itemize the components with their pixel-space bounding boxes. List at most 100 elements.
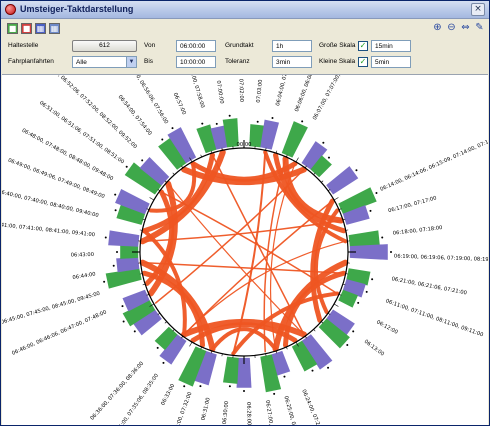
chevron-down-icon[interactable]: ▼ xyxy=(126,57,136,67)
bar-marker xyxy=(216,123,218,125)
grosse-skala-input[interactable]: 15min xyxy=(371,40,411,52)
takt-diagram: 00:00 06:14:00, 06:14:06, 06:15:09, 07:14… xyxy=(2,75,488,425)
window-title: Umsteiger-Taktdarstellung xyxy=(20,4,133,14)
bar-marker xyxy=(162,362,164,364)
bar-marker xyxy=(243,390,245,392)
time-label-bottom: 06:24:00, 07:24:00, 08:24:00, 09:24:00 xyxy=(300,389,345,425)
time-label-left: 06:48:00, 07:48:00, 08:48:00, 09:48:00 xyxy=(21,128,114,182)
bar-marker xyxy=(134,330,136,332)
bar-marker xyxy=(381,236,383,238)
von-label: Von xyxy=(144,42,155,49)
toolbar: ■ ■ ▦ ▦ ⊕ ⊖ ⇔ ✎ xyxy=(2,20,488,38)
time-label-bottom: 06:30:00 xyxy=(222,401,230,425)
time-label-right: 06:13:00 xyxy=(363,339,385,358)
von-input[interactable]: 06:00:00 xyxy=(176,40,216,52)
bar-marker xyxy=(115,209,117,211)
top-tick-label: 00:00 xyxy=(237,142,252,148)
green-square-icon[interactable]: ■ xyxy=(7,23,18,34)
scale-tick xyxy=(328,313,330,314)
toleranz-label: Toleranz xyxy=(225,58,250,65)
scale-tick xyxy=(321,181,323,183)
close-button[interactable]: × xyxy=(471,3,485,16)
time-label-left: 06:43:00 xyxy=(71,252,94,259)
time-label-right: 06:18:00, 07:18:00 xyxy=(393,225,443,237)
bar-marker xyxy=(312,370,314,372)
haltestelle-button[interactable]: 612 xyxy=(72,40,137,52)
kleine-skala-label: Kleine Skala xyxy=(319,58,355,65)
bar-marker xyxy=(229,385,231,387)
fahrplanfahrten-label: Fahrplanfahrten xyxy=(8,58,54,65)
red-square-icon[interactable]: ■ xyxy=(21,23,32,34)
time-label-right: 06:19:00, 06:19:06, 07:19:00, 08:19:00 xyxy=(394,253,488,263)
takt-diagram-canvas[interactable]: 00:00 06:14:00, 06:14:06, 06:15:09, 07:14… xyxy=(2,74,488,425)
bar-marker xyxy=(113,265,115,267)
time-label-top: 06:57:00 xyxy=(172,92,187,116)
scale-tick xyxy=(334,198,338,201)
time-label-left: 06:51:00, 06:51:06, 07:51:00, 08:51:00 xyxy=(38,100,125,165)
bar-marker xyxy=(172,127,174,129)
bar-marker xyxy=(369,210,371,212)
bar-marker xyxy=(161,139,163,141)
time-label-left: 06:40:00, 07:40:00, 08:40:00, 09:40:00 xyxy=(2,189,99,219)
zoom-out-icon[interactable]: ⊖ xyxy=(446,23,457,34)
bar-marker xyxy=(355,169,357,171)
bar-marker xyxy=(327,367,329,369)
kleine-skala-input[interactable]: 5min xyxy=(371,56,411,68)
grosse-skala-label: Große Skala xyxy=(319,42,356,49)
time-label-bottom: 06:36:00, 07:36:00, 08:36:00 xyxy=(89,361,145,422)
scale-tick xyxy=(150,198,154,201)
grundtakt-input[interactable]: 1h xyxy=(272,40,312,52)
time-label-right: 06:11:00, 07:11:00, 08:11:00, 09:11:00 xyxy=(385,298,484,338)
bar-marker xyxy=(123,321,125,323)
bar-marker xyxy=(328,157,330,159)
scale-tick xyxy=(190,342,193,346)
edit-icon[interactable]: ✎ xyxy=(474,23,485,34)
time-label-top: 07:00:00 xyxy=(215,80,225,104)
bar-marker xyxy=(357,302,359,304)
bar-marker xyxy=(114,194,116,196)
scale-tick xyxy=(165,322,167,324)
scale-tick xyxy=(158,189,160,190)
bar-marker xyxy=(229,115,231,117)
arrival-bar xyxy=(260,120,279,150)
bis-label: Bis xyxy=(144,58,153,65)
scale-tick xyxy=(173,173,175,175)
time-label-bottom: 06:31:00 xyxy=(201,397,212,421)
arrival-bar xyxy=(108,230,139,246)
departure-bar xyxy=(282,121,308,158)
bar-marker xyxy=(271,117,273,119)
bar-marker xyxy=(105,236,107,238)
time-label-top: 07:02:00 xyxy=(238,79,245,102)
time-label-bottom: 06:33:00 xyxy=(160,383,176,406)
blue-grid-icon[interactable]: ▦ xyxy=(35,23,46,34)
departure-bar xyxy=(223,357,239,384)
bar-marker xyxy=(199,385,201,387)
grosse-skala-checkbox[interactable]: ✓ xyxy=(358,41,368,51)
time-label-bottom: 06:27:00, 07:27:00 xyxy=(264,400,277,425)
bar-marker xyxy=(366,291,368,293)
bar-marker xyxy=(301,120,303,122)
departure-bar xyxy=(349,230,380,246)
bar-marker xyxy=(283,376,285,378)
bar-marker xyxy=(257,121,259,123)
bar-marker xyxy=(183,385,185,387)
time-label-left: 06:44:00 xyxy=(72,272,96,282)
haltestelle-label: Haltestelle xyxy=(8,42,38,49)
kleine-skala-checkbox[interactable]: ✓ xyxy=(358,57,368,67)
toleranz-input[interactable]: 3min xyxy=(272,56,312,68)
zoom-in-icon[interactable]: ⊕ xyxy=(432,23,443,34)
scale-tick xyxy=(334,304,338,307)
bar-marker xyxy=(201,123,203,125)
time-label-top: 06:04:00, 07:04:00, 08:04:00 xyxy=(275,75,299,107)
fahrplanfahrten-select[interactable]: Alle ▼ xyxy=(72,56,137,68)
scale-tick xyxy=(314,173,316,175)
time-label-right: 06:21:00, 06:21:06, 07:21:00 xyxy=(391,276,467,296)
time-label-top: 07:03:00 xyxy=(256,79,264,103)
grid-icon[interactable]: ▦ xyxy=(49,23,60,34)
fit-icon[interactable]: ⇔ xyxy=(460,23,471,34)
scale-tick xyxy=(328,189,330,190)
time-label-right: 06:17:00, 07:17:00 xyxy=(388,195,438,214)
bar-marker xyxy=(116,251,118,253)
bar-marker xyxy=(375,192,377,194)
bis-input[interactable]: 10:00:00 xyxy=(176,56,216,68)
